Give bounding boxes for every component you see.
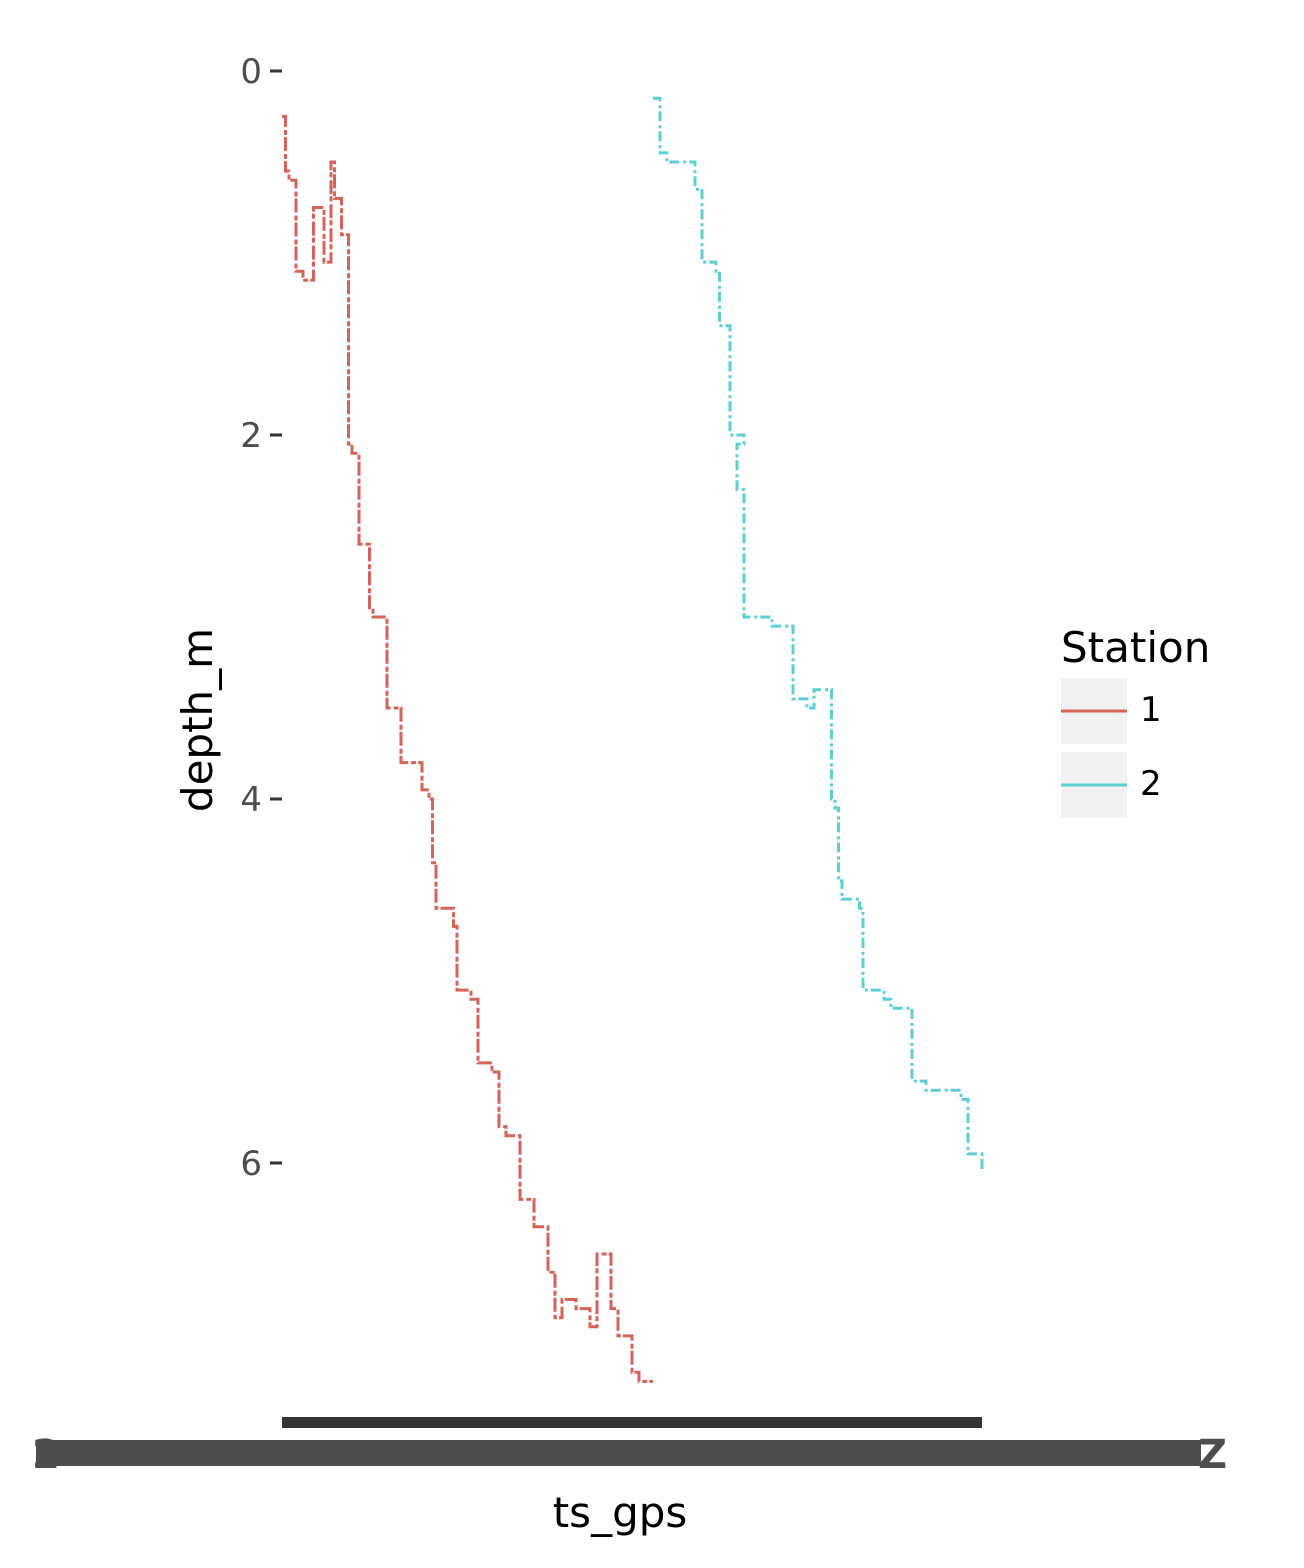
legend-title: Station xyxy=(1061,623,1210,672)
y-tick-label-3: 6 xyxy=(240,1144,262,1184)
legend-label-1: 1 xyxy=(1140,690,1162,730)
series-layer xyxy=(282,96,984,1383)
y-tick-label-1: 2 xyxy=(240,416,262,456)
y-tick-label-2: 4 xyxy=(240,780,262,820)
series-line-station-1 xyxy=(282,115,653,1383)
legend-label-2: 2 xyxy=(1140,764,1162,804)
x-tick-label-first: 2 xyxy=(32,1432,60,1478)
y-tick-label-0: 0 xyxy=(240,52,262,92)
x-tick-label-last: Z xyxy=(1198,1432,1227,1478)
legend: Station 1 2 xyxy=(1061,623,1210,818)
y-axis-title: depth_m xyxy=(173,628,222,812)
y-axis: 0 2 4 6 xyxy=(240,52,282,1184)
x-axis: 2 Z xyxy=(32,1417,1227,1478)
x-axis-title: ts_gps xyxy=(553,1488,688,1537)
x-axis-label-band xyxy=(36,1440,1201,1466)
x-axis-tick-band xyxy=(282,1417,982,1428)
series-line-station-2 xyxy=(653,96,984,1173)
